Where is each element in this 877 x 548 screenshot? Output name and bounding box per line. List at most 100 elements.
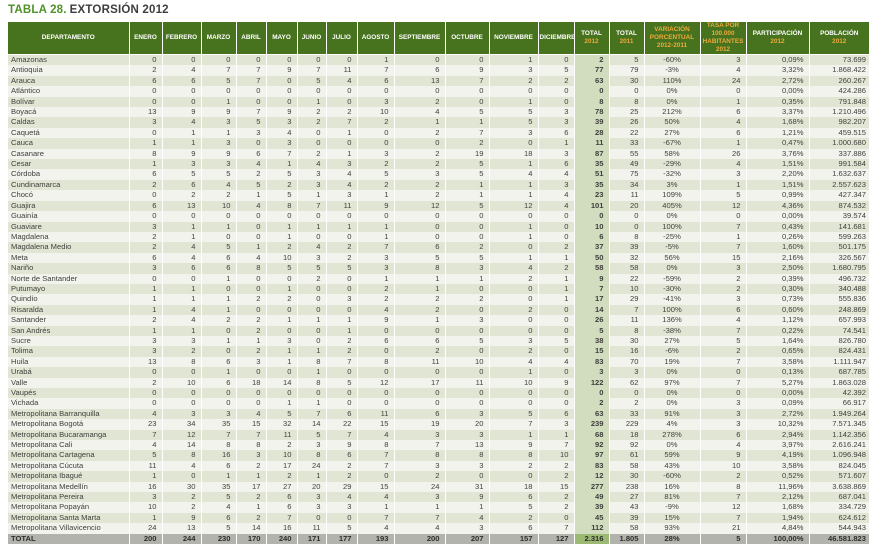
cell-octubre: 5 bbox=[445, 335, 490, 347]
cell-total_2012: 78 bbox=[574, 107, 610, 118]
cell-junio: 1 bbox=[297, 190, 327, 201]
table-row: Urabá 0 0 1 0 0 1 0 0 0 0 1 0 3 3 0% 0 0,13% 687.785 bbox=[8, 367, 869, 378]
table-row: Chocó 0 2 2 1 5 1 3 1 2 1 1 4 23 11 109% 5 0,99% 427.347 bbox=[8, 190, 869, 201]
cell-enero: 2 bbox=[129, 242, 163, 253]
cell-julio: 3 bbox=[326, 190, 358, 201]
cell-total_2011: 32 bbox=[609, 252, 645, 264]
cell-enero: 2 bbox=[129, 179, 163, 191]
cell-poblacion: 1.000.680 bbox=[809, 138, 869, 149]
cell-noviembre: 0 bbox=[489, 471, 539, 482]
cell-julio: 0 bbox=[326, 54, 358, 66]
cell-enero: 200 bbox=[129, 533, 163, 545]
cell-total_2012: 3 bbox=[574, 367, 610, 378]
cell-marzo: 6 bbox=[201, 377, 237, 388]
cell-agosto: 7 bbox=[357, 460, 395, 472]
cell-departamento: Santander bbox=[8, 315, 130, 326]
cell-diciembre: 7 bbox=[538, 523, 575, 534]
cell-agosto: 3 bbox=[357, 263, 395, 274]
column-header-agosto: AGOSTO bbox=[357, 22, 395, 55]
cell-noviembre: 10 bbox=[489, 377, 539, 388]
cell-agosto: 7 bbox=[357, 450, 395, 461]
table-row: Sucre 3 3 1 1 3 0 2 6 6 5 3 5 38 30 27% 5 1,64% 826.780 bbox=[8, 335, 869, 347]
cell-diciembre: 0 bbox=[538, 304, 575, 316]
cell-julio: 1 bbox=[326, 127, 358, 139]
cell-poblacion: 555.836 bbox=[809, 294, 869, 305]
cell-variacion: 278% bbox=[644, 429, 701, 441]
cell-octubre: 0 bbox=[445, 388, 490, 399]
cell-julio: 0 bbox=[326, 211, 358, 222]
cell-tasa: 3 bbox=[700, 263, 747, 274]
cell-mayo: 0 bbox=[266, 96, 298, 108]
cell-diciembre: 7 bbox=[538, 440, 575, 451]
cell-marzo: 0 bbox=[201, 231, 237, 243]
cell-diciembre: 6 bbox=[538, 127, 575, 139]
cell-total_2011: 2 bbox=[609, 398, 645, 409]
cell-febrero: 9 bbox=[162, 107, 202, 118]
cell-mayo: 32 bbox=[266, 419, 298, 430]
cell-total_2012: 58 bbox=[574, 263, 610, 274]
cell-poblacion: 1.111.947 bbox=[809, 356, 869, 368]
cell-participacion: 0,73% bbox=[746, 294, 810, 305]
cell-enero: 2 bbox=[129, 315, 163, 326]
cell-tasa: 3 bbox=[700, 54, 747, 66]
cell-total_2011: 75 bbox=[609, 169, 645, 180]
cell-junio: 5 bbox=[297, 75, 327, 87]
cell-participacion: 0,09% bbox=[746, 54, 810, 66]
table-row: Guaviare 3 1 1 0 1 1 1 1 0 0 1 0 10 0 100% 7 0,43% 141.681 bbox=[8, 221, 869, 232]
cell-julio: 3 bbox=[326, 502, 358, 513]
cell-agosto: 12 bbox=[357, 377, 395, 388]
cell-julio: 5 bbox=[326, 523, 358, 534]
cell-total_2012: 68 bbox=[574, 429, 610, 441]
cell-marzo: 16 bbox=[201, 450, 237, 461]
cell-total_2011: 25 bbox=[609, 107, 645, 118]
cell-poblacion: 73.699 bbox=[809, 54, 869, 66]
cell-abril: 1 bbox=[236, 242, 267, 253]
cell-diciembre: 2 bbox=[538, 460, 575, 472]
cell-diciembre: 2 bbox=[538, 242, 575, 253]
cell-total_2011: 62 bbox=[609, 377, 645, 388]
cell-mayo: 1 bbox=[266, 398, 298, 409]
cell-total_2011: 79 bbox=[609, 65, 645, 76]
cell-tasa: 1 bbox=[700, 138, 747, 149]
column-header-septiembre: SEPTIEMBRE bbox=[394, 22, 446, 55]
cell-total_2012: 28 bbox=[574, 127, 610, 139]
cell-septiembre: 6 bbox=[394, 335, 446, 347]
cell-mayo: 2 bbox=[266, 242, 298, 253]
cell-julio: 0 bbox=[326, 388, 358, 399]
table-row: Metropolitana Bogotá 23 34 35 15 32 14 22 15 19 20… bbox=[8, 419, 869, 430]
cell-julio: 4 bbox=[326, 179, 358, 191]
cell-total_2012: 2 bbox=[574, 398, 610, 409]
cell-junio: 3 bbox=[297, 502, 327, 513]
cell-tasa: 24 bbox=[700, 75, 747, 87]
cell-diciembre: 127 bbox=[538, 533, 575, 545]
cell-poblacion: 1.868.422 bbox=[809, 65, 869, 76]
column-header-octubre: OCTUBRE bbox=[445, 22, 490, 55]
cell-febrero: 0 bbox=[162, 96, 202, 108]
cell-julio: 5 bbox=[326, 263, 358, 274]
cell-diciembre: 1 bbox=[538, 252, 575, 264]
cell-julio: 3 bbox=[326, 294, 358, 305]
cell-marzo: 4 bbox=[201, 502, 237, 513]
cell-agosto: 0 bbox=[357, 127, 395, 139]
cell-octubre: 7 bbox=[445, 75, 490, 87]
cell-total_2012: 5 bbox=[574, 325, 610, 336]
cell-abril: 6 bbox=[236, 148, 267, 160]
table-row: Bolívar 0 0 1 0 0 1 0 3 2 0 1 0 8 8 0% 1 0,35% 791.848 bbox=[8, 96, 869, 108]
cell-marzo: 3 bbox=[201, 117, 237, 128]
cell-agosto: 4 bbox=[357, 429, 395, 441]
cell-septiembre: 200 bbox=[394, 533, 446, 545]
cell-febrero: 2 bbox=[162, 346, 202, 357]
cell-agosto: 1 bbox=[357, 190, 395, 201]
cell-total_2012: 50 bbox=[574, 252, 610, 264]
table-row: Quindío 1 1 1 2 2 0 3 2 2 2 0 1 17 29 -41% 3 0,73% 555.836 bbox=[8, 294, 869, 305]
cell-junio: 3 bbox=[297, 492, 327, 503]
cell-diciembre: 3 bbox=[538, 419, 575, 430]
cell-julio: 7 bbox=[326, 429, 358, 441]
cell-enero: 1 bbox=[129, 325, 163, 336]
cell-octubre: 3 bbox=[445, 263, 490, 274]
cell-julio: 0 bbox=[326, 512, 358, 524]
cell-junio: 0 bbox=[297, 138, 327, 149]
cell-noviembre: 9 bbox=[489, 440, 539, 451]
cell-total_2012: 49 bbox=[574, 492, 610, 503]
cell-abril: 3 bbox=[236, 127, 267, 139]
